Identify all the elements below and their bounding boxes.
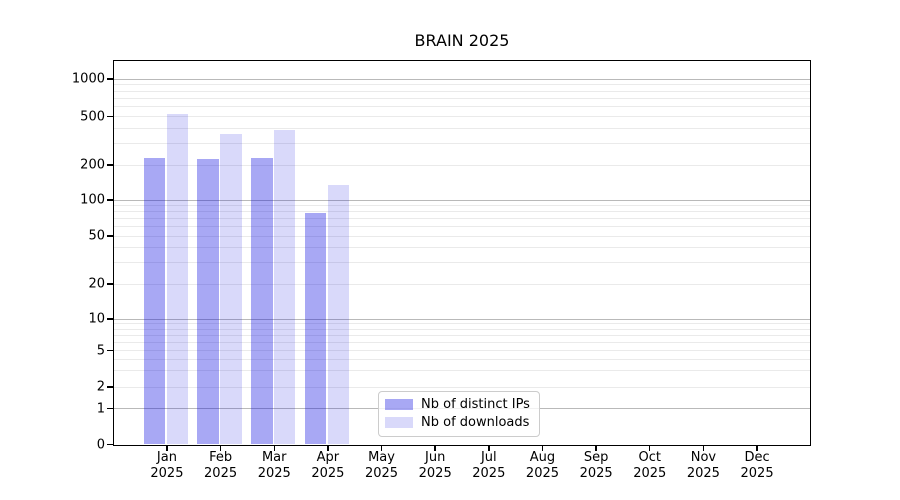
gridline-minor	[113, 323, 811, 325]
y-axis-tick-label: 1000	[71, 71, 105, 87]
bar-distinct-ips	[304, 212, 327, 445]
y-axis-tick-mark	[107, 350, 114, 352]
y-axis-tick-label: 5	[96, 343, 105, 359]
y-axis-tick-label: 200	[80, 157, 105, 173]
gridline-minor	[113, 235, 811, 237]
gridline-minor	[113, 386, 811, 388]
gridline-minor	[113, 262, 811, 264]
gridline-minor	[113, 116, 811, 117]
x-axis-tick-mark	[488, 445, 490, 451]
x-axis-tick-mark	[219, 445, 222, 451]
gridline-minor	[113, 247, 811, 249]
legend-swatch-distinct-ips	[385, 399, 413, 410]
x-axis-tick-mark	[595, 445, 597, 451]
gridline-major	[113, 199, 811, 201]
y-axis-tick-label: 0	[96, 437, 105, 452]
y-axis-tick-mark	[107, 283, 114, 285]
x-axis-tick-label: Apr 2025	[311, 450, 345, 481]
gridline-minor	[113, 211, 811, 213]
x-axis-tick-label: Sep 2025	[579, 450, 613, 481]
legend-label-distinct-ips: Nb of distinct IPs	[421, 397, 530, 412]
bar-downloads	[327, 184, 350, 445]
y-axis-tick-mark	[107, 407, 114, 410]
x-axis-tick-label: Jul 2025	[472, 450, 506, 481]
y-axis-tick-mark	[107, 386, 114, 388]
bar-downloads	[220, 133, 242, 445]
legend: Nb of distinct IPs Nb of downloads	[378, 391, 540, 437]
x-axis-tick-label: Nov 2025	[686, 450, 720, 481]
y-axis-tick-mark	[107, 164, 114, 166]
gridline-minor	[113, 204, 811, 206]
y-axis-tick-label: 10	[88, 311, 105, 327]
y-axis-tick-label: 2	[96, 379, 105, 395]
gridline-minor	[113, 164, 811, 166]
x-axis-tick-mark	[649, 445, 651, 451]
x-axis-tick-mark	[273, 445, 275, 451]
x-axis-tick-mark	[434, 445, 436, 451]
y-axis-tick-label: 50	[88, 228, 105, 244]
gridline-minor	[113, 226, 811, 228]
x-axis-tick-label: Feb 2025	[204, 450, 238, 481]
x-axis-tick-mark	[756, 445, 758, 451]
gridline-major	[113, 78, 811, 80]
y-axis-tick-label: 1	[96, 401, 105, 417]
gridline-minor	[113, 370, 811, 372]
bar-downloads	[166, 114, 189, 445]
gridline-minor	[113, 143, 811, 145]
x-axis-tick-label: Aug 2025	[525, 450, 560, 481]
gridline-minor	[113, 283, 811, 285]
gridline-minor	[113, 359, 811, 361]
gridline-minor	[113, 218, 811, 220]
gridline-major	[113, 318, 811, 320]
legend-item-distinct-ips: Nb of distinct IPs	[385, 397, 530, 412]
gridline-minor	[113, 341, 811, 343]
legend-swatch-downloads	[385, 417, 413, 428]
x-axis-tick-mark	[380, 445, 383, 451]
gridline-minor	[113, 127, 811, 129]
x-axis-tick-mark	[166, 445, 168, 451]
x-axis-tick-label: Jan 2025	[150, 450, 184, 481]
y-axis-tick-label: 500	[80, 109, 105, 124]
y-axis-tick-mark	[107, 78, 114, 80]
gridline-minor	[113, 334, 811, 336]
x-axis-tick-label: Dec 2025	[740, 450, 774, 481]
gridline-minor	[113, 328, 811, 330]
y-axis-tick-mark	[107, 199, 114, 201]
legend-item-downloads: Nb of downloads	[385, 415, 530, 430]
chart-title: BRAIN 2025	[414, 31, 510, 50]
x-axis-tick-label: Oct 2025	[633, 450, 667, 481]
gridline-minor	[113, 90, 811, 92]
y-axis-tick-mark	[107, 443, 114, 446]
gridline-minor	[113, 350, 811, 352]
x-axis-tick-mark	[327, 445, 329, 451]
y-axis-tick-mark	[107, 235, 114, 237]
y-axis-tick-label: 100	[80, 192, 105, 208]
bar-distinct-ips	[143, 157, 166, 445]
gridline-minor	[113, 106, 811, 108]
x-axis-tick-mark	[702, 445, 705, 451]
bar-downloads	[273, 129, 296, 445]
x-axis-tick-label: Mar 2025	[257, 450, 291, 481]
bar-distinct-ips	[197, 158, 219, 445]
x-axis-tick-label: Jun 2025	[418, 450, 452, 481]
y-axis-tick-label: 20	[88, 276, 105, 292]
x-axis-tick-label: May 2025	[364, 450, 399, 481]
legend-label-downloads: Nb of downloads	[421, 415, 530, 430]
gridline-minor	[113, 97, 811, 99]
bar-distinct-ips	[251, 157, 273, 445]
x-axis-tick-mark	[541, 445, 544, 451]
gridline-minor	[113, 84, 811, 86]
y-axis-tick-mark	[107, 115, 114, 118]
y-axis-tick-mark	[107, 318, 114, 320]
